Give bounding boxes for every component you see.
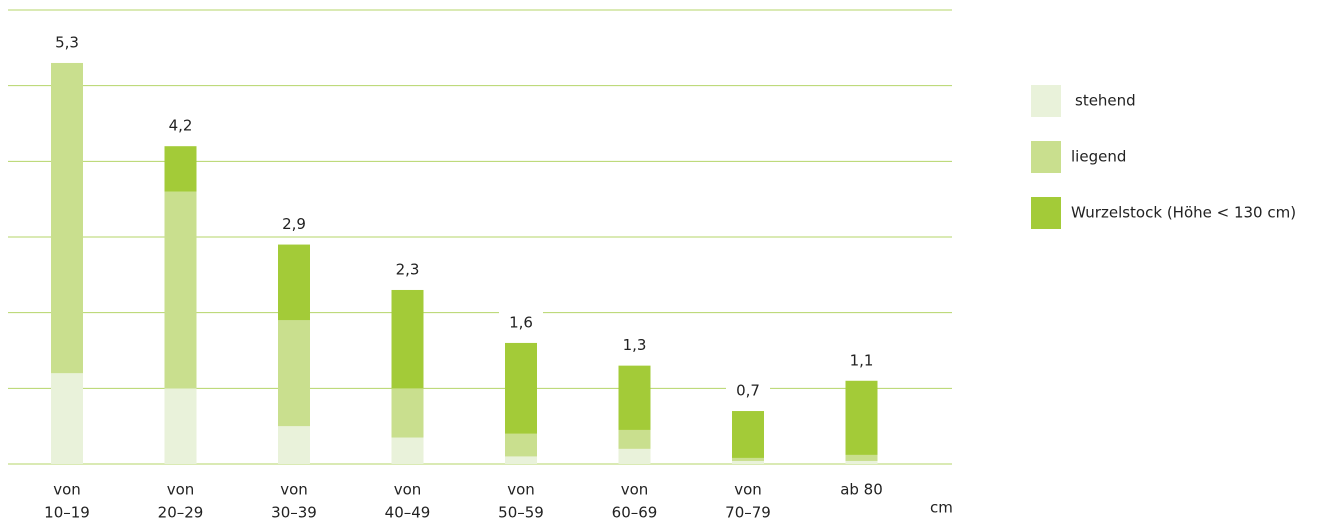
x-tick-label: von xyxy=(53,481,81,499)
x-tick-label: von xyxy=(507,481,535,499)
bar-segment xyxy=(732,411,764,458)
legend-label: Wurzelstock (Höhe < 130 cm) xyxy=(1071,204,1296,222)
x-tick-label: von xyxy=(734,481,762,499)
legend-label: stehend xyxy=(1075,92,1136,110)
bar-segment xyxy=(845,460,878,464)
x-tick-label: 30–39 xyxy=(271,504,317,522)
bar-segment xyxy=(278,320,310,427)
value-label-bg xyxy=(726,380,770,403)
value-label: 2,3 xyxy=(396,260,420,278)
x-tick-label: von xyxy=(621,481,649,499)
value-label-bg xyxy=(272,213,316,236)
value-label: 1,6 xyxy=(509,313,533,331)
legend-label: liegend xyxy=(1071,148,1126,166)
value-label-bg xyxy=(499,311,543,334)
value-label-bg xyxy=(385,258,430,281)
value-label-bg xyxy=(158,115,203,138)
bar-segment xyxy=(618,365,651,430)
legend-swatch xyxy=(1031,85,1061,117)
bar-segment xyxy=(164,388,197,464)
x-tick-label: 70–79 xyxy=(725,504,771,522)
x-tick-label: 20–29 xyxy=(158,504,204,522)
bar-segment xyxy=(732,460,764,464)
value-label-bg xyxy=(839,349,884,372)
bar-segment xyxy=(278,426,310,464)
value-label: 2,9 xyxy=(282,215,306,233)
value-label-bg xyxy=(612,334,657,357)
value-label: 1,3 xyxy=(623,336,647,354)
legend-swatch xyxy=(1031,197,1061,229)
x-tick-label: ab 80 xyxy=(840,481,883,499)
x-tick-label: 50–59 xyxy=(498,504,544,522)
bar-segment xyxy=(164,191,197,389)
bar-segment xyxy=(505,456,537,464)
value-label: 0,7 xyxy=(736,382,760,400)
x-tick-label: von xyxy=(280,481,308,499)
bar-segment xyxy=(51,373,83,464)
x-tick-label: von xyxy=(394,481,422,499)
x-tick-label: von xyxy=(167,481,195,499)
bar-segment xyxy=(618,448,651,464)
legend-swatch xyxy=(1031,141,1061,173)
bar-segment xyxy=(391,437,424,464)
bar-segment xyxy=(845,454,878,461)
bar-segment xyxy=(164,146,197,192)
bar-segment xyxy=(732,457,764,461)
bar-segment xyxy=(391,388,424,438)
bar-segment xyxy=(505,342,537,434)
bar-segment xyxy=(618,429,651,449)
x-axis-label: cm xyxy=(930,499,953,517)
bar-segment xyxy=(505,433,537,457)
bar-segment xyxy=(845,380,878,455)
x-tick-label: 40–49 xyxy=(385,504,431,522)
value-label: 1,1 xyxy=(850,351,874,369)
x-tick-label: 60–69 xyxy=(612,504,658,522)
bar-segment xyxy=(51,62,83,374)
bar-segment xyxy=(278,244,310,321)
bar-segment xyxy=(391,289,424,389)
value-label: 4,2 xyxy=(169,117,193,135)
x-tick-label: 10–19 xyxy=(44,504,90,522)
value-label: 5,3 xyxy=(55,33,79,51)
value-label-bg xyxy=(45,31,89,54)
